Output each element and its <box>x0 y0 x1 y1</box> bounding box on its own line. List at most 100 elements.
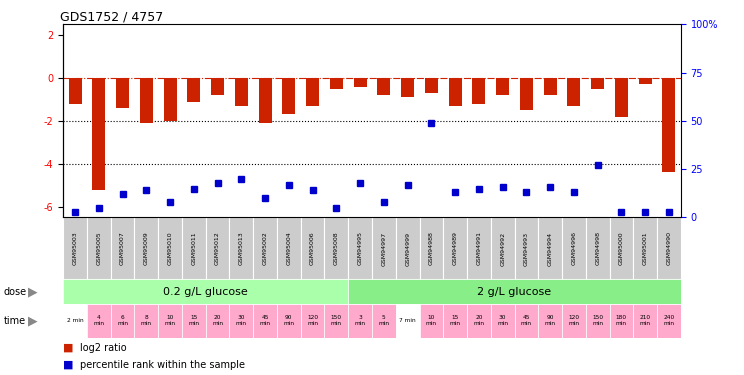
Text: 0.2 g/L glucose: 0.2 g/L glucose <box>164 286 248 297</box>
Text: GSM95002: GSM95002 <box>263 231 268 266</box>
Text: 90
min: 90 min <box>283 315 295 326</box>
Text: 8
min: 8 min <box>141 315 152 326</box>
Bar <box>324 217 348 279</box>
Bar <box>372 304 396 338</box>
Text: 15
min: 15 min <box>449 315 461 326</box>
Bar <box>68 78 82 104</box>
Text: ▶: ▶ <box>28 285 38 298</box>
Bar <box>92 78 106 190</box>
Text: GSM94996: GSM94996 <box>571 231 577 266</box>
Bar <box>211 78 224 95</box>
Bar <box>491 304 515 338</box>
Bar <box>301 304 324 338</box>
Bar <box>520 78 533 110</box>
Bar <box>609 217 633 279</box>
Text: 30
min: 30 min <box>236 315 247 326</box>
Text: GSM95005: GSM95005 <box>97 232 101 265</box>
Text: GSM94992: GSM94992 <box>500 231 505 266</box>
Text: 150
min: 150 min <box>331 315 342 326</box>
Text: 2 g/L glucose: 2 g/L glucose <box>478 286 551 297</box>
Bar <box>544 78 557 95</box>
Bar <box>135 217 158 279</box>
Bar <box>235 78 248 106</box>
Bar <box>396 304 420 338</box>
Bar <box>182 217 206 279</box>
Text: ■: ■ <box>63 360 74 369</box>
Bar <box>467 217 491 279</box>
Bar <box>538 304 562 338</box>
Text: GSM94991: GSM94991 <box>476 231 481 266</box>
Bar <box>187 78 200 102</box>
Bar <box>372 217 396 279</box>
Bar <box>609 304 633 338</box>
Bar <box>420 217 443 279</box>
Bar <box>63 217 87 279</box>
Text: 3
min: 3 min <box>355 315 365 326</box>
Bar <box>111 304 135 338</box>
Text: dose: dose <box>4 286 27 297</box>
Text: 10
min: 10 min <box>426 315 437 326</box>
Text: 10
min: 10 min <box>164 315 176 326</box>
Bar <box>377 78 391 95</box>
Text: 30
min: 30 min <box>497 315 508 326</box>
Text: 6
min: 6 min <box>117 315 128 326</box>
Text: GSM95006: GSM95006 <box>310 232 315 265</box>
Text: GSM95011: GSM95011 <box>191 232 196 265</box>
Bar <box>443 304 467 338</box>
Text: GSM95009: GSM95009 <box>144 231 149 266</box>
Bar <box>253 217 277 279</box>
Bar <box>229 217 253 279</box>
Bar <box>515 304 538 338</box>
Bar <box>348 279 681 304</box>
Bar <box>348 217 372 279</box>
Text: 180
min: 180 min <box>616 315 627 326</box>
Bar <box>538 217 562 279</box>
Bar <box>135 304 158 338</box>
Bar <box>324 304 348 338</box>
Bar <box>401 78 414 98</box>
Bar <box>182 304 206 338</box>
Bar <box>515 217 538 279</box>
Bar <box>259 78 272 123</box>
Bar <box>420 304 443 338</box>
Text: 120
min: 120 min <box>307 315 318 326</box>
Bar <box>87 217 111 279</box>
Bar <box>615 78 628 117</box>
Bar <box>229 304 253 338</box>
Bar <box>306 78 319 106</box>
Text: GSM94994: GSM94994 <box>548 231 553 266</box>
Bar <box>633 304 657 338</box>
Text: GSM95008: GSM95008 <box>334 232 339 265</box>
Text: 240
min: 240 min <box>663 315 675 326</box>
Text: 45
min: 45 min <box>521 315 532 326</box>
Bar <box>568 78 580 106</box>
Text: GSM94997: GSM94997 <box>382 231 386 266</box>
Bar <box>496 78 509 95</box>
Text: GSM95003: GSM95003 <box>73 231 77 266</box>
Text: ■: ■ <box>63 343 74 352</box>
Text: time: time <box>4 316 26 326</box>
Bar <box>467 304 491 338</box>
Text: GSM94989: GSM94989 <box>452 231 458 266</box>
Bar <box>353 78 367 87</box>
Bar <box>562 304 586 338</box>
Bar <box>116 78 129 108</box>
Bar <box>657 304 681 338</box>
Bar <box>206 304 229 338</box>
Bar <box>111 217 135 279</box>
Bar <box>277 217 301 279</box>
Bar <box>330 78 343 89</box>
Bar <box>87 304 111 338</box>
Bar <box>425 78 438 93</box>
Text: 45
min: 45 min <box>260 315 271 326</box>
Text: GDS1752 / 4757: GDS1752 / 4757 <box>60 10 164 23</box>
Text: GSM94995: GSM94995 <box>358 231 362 266</box>
Bar <box>638 78 652 84</box>
Bar <box>591 78 604 89</box>
Text: GSM95010: GSM95010 <box>167 232 173 265</box>
Bar <box>282 78 295 114</box>
Text: GSM94990: GSM94990 <box>667 231 671 266</box>
Text: 15
min: 15 min <box>188 315 199 326</box>
Text: 210
min: 210 min <box>640 315 651 326</box>
Text: GSM95013: GSM95013 <box>239 231 244 266</box>
